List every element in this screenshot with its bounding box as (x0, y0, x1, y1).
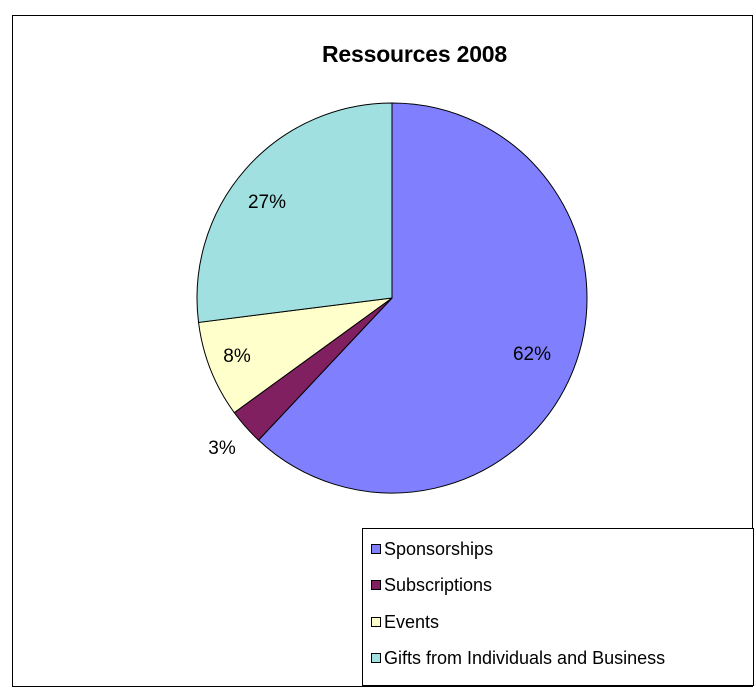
legend-item-sponsorships: Sponsorships (371, 537, 493, 561)
pie-label-sponsorships: 62% (513, 344, 551, 365)
legend-label: Events (384, 611, 440, 632)
pie-label-gifts-from-individuals-and-business: 27% (248, 192, 286, 213)
legend-swatch (371, 617, 381, 627)
legend-item-gifts: Gifts from Individuals and Business (371, 646, 665, 670)
pie-label-events: 8% (223, 346, 251, 367)
legend-swatch (371, 653, 381, 663)
legend-item-events: Events (371, 610, 439, 634)
pie-slice-events (197, 297, 393, 414)
legend-swatch (371, 544, 381, 554)
pie-slice-gifts-from-individuals-and-business (196, 102, 393, 323)
legend-label: Subscriptions (384, 574, 493, 595)
pie-label-subscriptions: 3% (208, 438, 236, 459)
legend-item-subscriptions: Subscriptions (371, 573, 492, 597)
pie-labels: 62% 3% 8% 27% (208, 192, 551, 459)
legend-label: Sponsorships (384, 538, 494, 559)
pie-slices (196, 102, 588, 494)
legend-swatch (371, 580, 381, 590)
pie-slice-sponsorships (257, 102, 588, 494)
legend: Sponsorships Subscriptions Events Gifts … (362, 528, 754, 686)
legend-label: Gifts from Individuals and Business (384, 647, 666, 668)
chart-title: Ressources 2008 (322, 41, 507, 67)
